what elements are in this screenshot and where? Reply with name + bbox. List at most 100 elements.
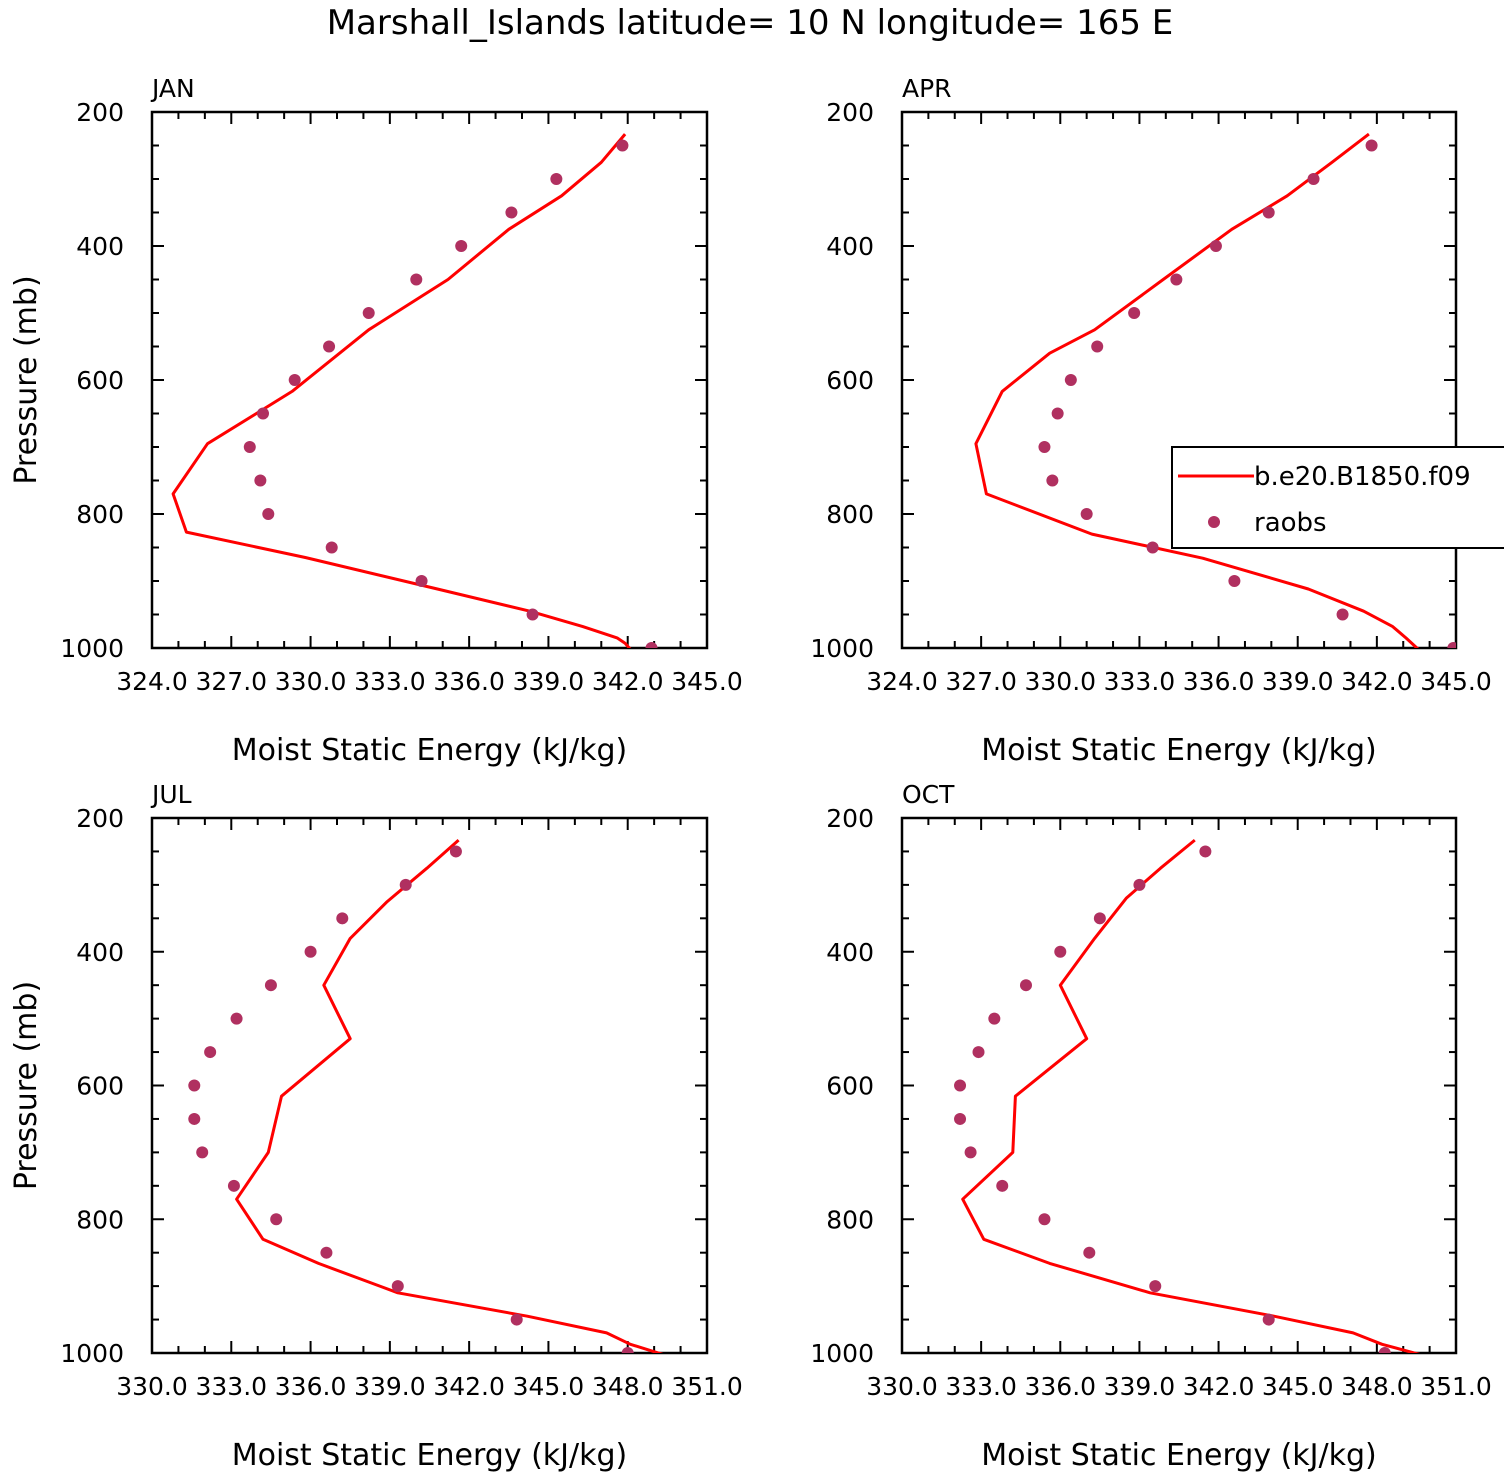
figure-title: Marshall_Islands latitude= 10 N longitud…: [327, 3, 1174, 43]
raobs-point: [1038, 441, 1051, 453]
raobs-point: [1064, 374, 1077, 386]
x-tick-label: 333.0: [945, 1372, 1017, 1401]
raobs-point: [1336, 608, 1349, 621]
y-tick-label: 800: [76, 1205, 124, 1234]
raobs-point: [621, 1347, 634, 1353]
raobs-point: [304, 945, 317, 958]
x-tick-label: 342.0: [1341, 667, 1413, 696]
tick-marks: [901, 111, 1457, 649]
raobs-point: [410, 273, 423, 286]
chart-panel-oct: OCT 330.0 333.0 336.0 339.0 342.0 345.0 348.0 35…: [810, 780, 1491, 1473]
raobs-point: [188, 1112, 201, 1125]
model-profile-line: [961, 838, 1421, 1353]
y-tick-label: 800: [826, 1205, 874, 1234]
raobs-point: [449, 845, 462, 858]
y-tick-label: 200: [826, 98, 874, 127]
raobs-point: [1170, 273, 1183, 286]
y-tick-label: 600: [76, 1072, 124, 1101]
chart-panel-apr: APR 324.0 327.0 330.0 333.0 336.0 339.0 342.0 34…: [810, 74, 1491, 768]
y-tick-label: 800: [76, 500, 124, 529]
raobs-point: [188, 1079, 201, 1092]
y-tick-label: 1000: [810, 1339, 874, 1368]
x-tick-label: 339.0: [513, 667, 585, 696]
raobs-point: [1209, 240, 1222, 252]
raobs-point: [1378, 1347, 1391, 1353]
plot-frame: [900, 110, 1458, 650]
y-tick-label: 200: [826, 804, 874, 833]
x-tick-label: 342.0: [1183, 1372, 1255, 1401]
plot-frame: [150, 816, 709, 1355]
x-tick-label: 339.0: [354, 1372, 426, 1401]
raobs-point: [1046, 474, 1059, 487]
raobs-point: [230, 1012, 243, 1025]
raobs-point: [1447, 642, 1456, 648]
y-tick-label: 400: [76, 938, 124, 967]
series-group: [188, 838, 664, 1353]
x-tick-label: 327.0: [195, 667, 267, 696]
panel-label: JAN: [150, 74, 195, 103]
y-axis-label: Pressure (mb): [9, 275, 44, 484]
y-tick-label: 400: [826, 938, 874, 967]
x-tick-label: 342.0: [592, 667, 664, 696]
raobs-point: [243, 441, 256, 453]
y-tick-label: 1000: [60, 1339, 124, 1368]
raobs-point: [1080, 508, 1093, 520]
raobs-point: [1054, 945, 1067, 958]
y-tick-label: 200: [76, 804, 124, 833]
x-tick-label: 330.0: [866, 1372, 938, 1401]
y-tick-label: 200: [76, 98, 124, 127]
x-tick-label: 351.0: [671, 1372, 743, 1401]
raobs-point: [954, 1079, 967, 1092]
raobs-point: [336, 912, 349, 925]
panel-label: OCT: [902, 780, 955, 809]
raobs-point: [362, 307, 375, 319]
raobs-point: [1262, 1313, 1275, 1326]
raobs-point: [270, 1213, 283, 1226]
model-profile-line: [171, 133, 632, 648]
x-tick-label: 324.0: [866, 667, 938, 696]
raobs-point: [254, 474, 267, 487]
x-tick-label: 345.0: [671, 667, 743, 696]
plot-frame: [900, 816, 1458, 1355]
raobs-point: [1019, 979, 1032, 992]
series-group: [954, 838, 1421, 1353]
raobs-point: [1307, 173, 1320, 185]
x-tick-label: 324.0: [116, 667, 188, 696]
x-axis-label: Moist Static Energy (kJ/kg): [981, 1438, 1377, 1473]
raobs-point: [1083, 1246, 1096, 1259]
x-tick-label: 330.0: [275, 667, 347, 696]
x-tick-label: 333.0: [1104, 667, 1176, 696]
raobs-point: [204, 1046, 217, 1059]
raobs-point: [972, 1046, 985, 1059]
y-tick-label: 1000: [60, 634, 124, 663]
model-profile-line: [235, 838, 664, 1353]
chart-panel-jul: JUL 330.0 333.0 336.0 339.0 342.0 345.0 348.0 35…: [9, 780, 743, 1473]
tick-marks: [151, 111, 708, 649]
raobs-point: [526, 608, 539, 621]
raobs-point: [391, 1280, 404, 1293]
tick-marks: [151, 817, 708, 1354]
plot-frame: [150, 110, 709, 650]
raobs-point: [996, 1179, 1009, 1192]
raobs-point: [1146, 541, 1159, 554]
raobs-point: [323, 340, 336, 353]
x-tick-label: 342.0: [433, 1372, 505, 1401]
raobs-point: [1051, 407, 1064, 420]
raobs-point: [1091, 340, 1104, 353]
raobs-point: [1365, 139, 1378, 152]
x-tick-label: 351.0: [1420, 1372, 1492, 1401]
legend-box: [1171, 446, 1504, 549]
raobs-point: [505, 206, 518, 219]
raobs-point: [415, 575, 428, 587]
raobs-point: [645, 642, 658, 648]
y-tick-label: 1000: [810, 634, 874, 663]
raobs-point: [616, 139, 629, 152]
raobs-point: [1128, 307, 1141, 319]
raobs-point: [262, 508, 275, 520]
x-tick-label: 333.0: [195, 1372, 267, 1401]
chart-panel-jan: JAN 324.0 327.0 330.0 333.0 336.0 339.0 342.0 34…: [9, 74, 743, 768]
x-tick-label: 330.0: [116, 1372, 188, 1401]
raobs-point: [550, 173, 563, 185]
